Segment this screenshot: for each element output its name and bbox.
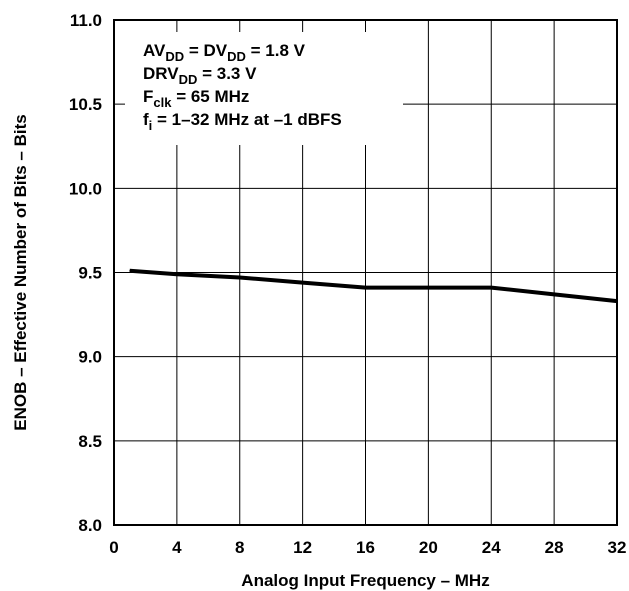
data-point [239,277,241,279]
x-tick-label: 20 [419,538,438,557]
data-point [616,300,618,302]
data-point [129,270,131,272]
x-tick-label: 28 [545,538,564,557]
y-tick-labels: 8.0 8.5 9.0 9.5 10.0 10.5 11.0 [69,11,102,535]
y-tick-label: 11.0 [70,11,102,30]
annotation-line: DRVDD = 3.3 V [143,64,257,87]
data-point [302,282,304,284]
data-point [427,287,429,289]
x-tick-label: 16 [356,538,375,557]
y-axis-label: ENOB – Effective Number of Bits – Bits [11,114,30,430]
data-point [365,287,366,289]
x-tick-label: 4 [172,538,182,557]
data-points [129,270,618,302]
x-tick-labels: 0 4 8 12 16 20 24 28 32 [109,538,626,557]
y-tick-label: 10.0 [69,179,102,198]
plot-frame [113,19,618,526]
series-line [129,268,618,304]
annotation-line: Fclk = 65 MHz [143,87,249,110]
data-point [176,273,178,275]
y-tick-label: 9.0 [78,348,102,367]
x-tick-label: 8 [235,538,244,557]
grid-lines [113,19,618,526]
y-tick-label: 8.0 [78,516,102,535]
data-point [553,293,555,295]
x-tick-label: 0 [109,538,118,557]
y-tick-label: 10.5 [69,95,102,114]
x-tick-label: 24 [482,538,501,557]
x-tick-label: 12 [293,538,312,557]
data-point [490,287,492,289]
annotation-line: fi = 1–32 MHz at –1 dBFS [143,110,342,133]
x-tick-label: 32 [608,538,627,557]
y-tick-label: 8.5 [78,432,102,451]
x-axis-label: Analog Input Frequency – MHz [241,571,489,590]
annotation-line: AVDD = DVDD = 1.8 V [143,41,306,64]
y-tick-label: 9.5 [78,264,102,283]
annotation-background [125,32,403,145]
